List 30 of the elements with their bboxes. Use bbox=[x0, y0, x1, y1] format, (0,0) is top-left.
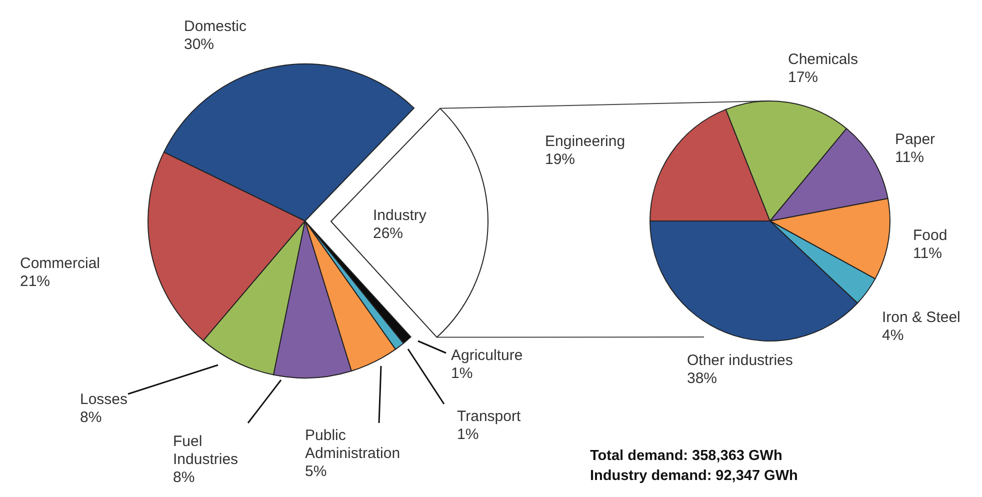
text: Total demand: 358,363 GWh bbox=[590, 448, 782, 464]
slice-label: Paper bbox=[895, 131, 936, 148]
slice-label: Domestic bbox=[184, 18, 248, 35]
slice-label: Commercial bbox=[20, 255, 100, 272]
slice-label: Public Administration bbox=[305, 427, 400, 462]
data-label: 38% bbox=[687, 370, 718, 387]
slice-label: Food bbox=[913, 227, 948, 244]
slice-label: Other industries bbox=[687, 352, 793, 369]
data-label: 5% bbox=[305, 463, 327, 480]
data-label: 1% bbox=[457, 426, 479, 443]
data-label: 1% bbox=[451, 365, 473, 382]
slice-label: Industry bbox=[373, 207, 427, 224]
slice-label: Chemicals bbox=[788, 51, 858, 68]
data-label: 26% bbox=[373, 225, 404, 242]
slice-label: Agriculture bbox=[451, 347, 523, 364]
slice-label: Losses bbox=[80, 391, 128, 408]
data-label: 8% bbox=[173, 469, 195, 486]
slice-label: Engineering bbox=[545, 133, 626, 150]
data-label: 19% bbox=[545, 151, 576, 168]
data-label: 11% bbox=[913, 245, 942, 262]
data-label: 17% bbox=[788, 69, 818, 86]
slice-label: Fuel Industries bbox=[173, 433, 238, 468]
slice-label: Transport bbox=[457, 408, 522, 425]
data-label: 8% bbox=[80, 409, 102, 426]
text: Industry demand: 92,347 GWh bbox=[590, 468, 798, 484]
slice-label: Iron & Steel bbox=[882, 309, 960, 326]
data-label: 30% bbox=[184, 36, 214, 53]
data-label: 4% bbox=[882, 327, 904, 344]
data-label: 21% bbox=[20, 273, 50, 290]
data-label: 11% bbox=[895, 149, 924, 166]
